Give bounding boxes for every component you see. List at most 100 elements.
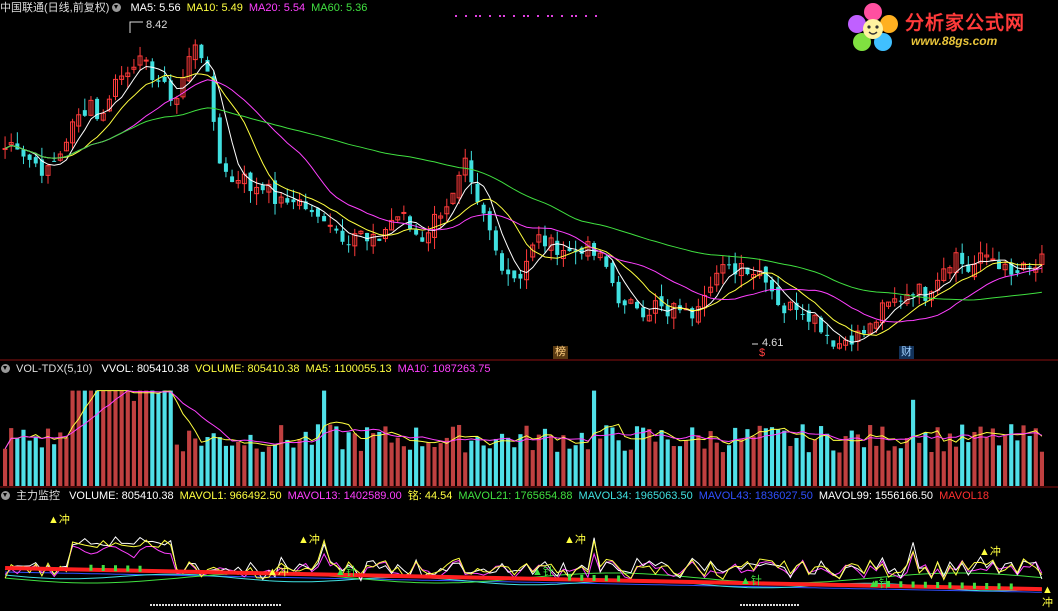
volume-bar (757, 425, 762, 486)
volume-bar (217, 437, 222, 486)
volume-bar (990, 428, 995, 486)
candle-body (984, 254, 990, 258)
candle-body (542, 235, 547, 247)
candle-body (8, 142, 14, 146)
volume-bar (634, 426, 640, 486)
flow-tick (580, 574, 584, 581)
volume-bar (383, 426, 388, 486)
candle-body (248, 172, 253, 192)
candle-body (420, 237, 425, 242)
candle-body (137, 55, 143, 66)
candle-body (487, 211, 492, 231)
volume-bars (3, 390, 1044, 486)
volume-indicators: VVOL: 805410.38 VOLUME: 805410.38 MA5: 110… (101, 363, 496, 375)
flow-tick (874, 580, 878, 587)
flow-mavol43-line (5, 571, 1042, 593)
candle-body (616, 281, 621, 304)
volume-bar (726, 445, 732, 486)
flow-tick (936, 582, 940, 588)
candle-body (273, 180, 278, 204)
candle-body (407, 216, 412, 229)
dropdown-icon[interactable] (1, 491, 10, 500)
flow-dot (755, 604, 757, 606)
volume-ma10-line (4, 390, 1043, 450)
volume-bar (223, 445, 229, 486)
volume-bar (144, 390, 149, 486)
dropdown-icon[interactable] (112, 3, 122, 12)
flow-tick (617, 575, 621, 582)
volume-bar (788, 445, 793, 486)
candle-body (708, 286, 714, 293)
event-marker[interactable]: 财 (899, 346, 914, 359)
logo-text: 分析家公式网 (905, 12, 1026, 34)
volume-bar (58, 432, 63, 486)
candle-body (450, 192, 456, 204)
volume-panel-name[interactable]: VOL-TDX(5,10) (16, 363, 93, 375)
volume-ma-lines (4, 390, 1043, 450)
volume-bar (358, 450, 363, 486)
signal-label: ▲冲 (298, 534, 320, 546)
event-marker[interactable]: 榜 (553, 346, 568, 359)
volume-bar (677, 446, 683, 486)
candle-body (597, 252, 603, 259)
flow-dot (746, 604, 748, 606)
flow-dot (267, 604, 269, 606)
volume-bar (487, 448, 492, 486)
candle-body (266, 183, 272, 193)
volume-bar (886, 450, 891, 486)
volume-bar (530, 450, 535, 486)
volume-bar (469, 440, 474, 486)
candle-body (493, 230, 498, 251)
candle-body (425, 232, 431, 244)
flow-dot (270, 604, 272, 606)
signal-small: ▲针 (335, 566, 357, 578)
ma10-line (4, 73, 1042, 336)
volume-bar (536, 434, 541, 486)
candle-body (886, 301, 892, 307)
volume-bar (39, 447, 44, 486)
dot-mark (455, 15, 457, 17)
flow-tick (89, 564, 93, 571)
candle-body (370, 233, 376, 247)
flow-indicator-2: MAVOL13: 1402589.00 (287, 490, 402, 502)
flow-dot (186, 604, 188, 606)
volume-indicator-3: MA10: 1087263.75 (397, 363, 491, 375)
candle-body (327, 224, 333, 227)
volume-bar (242, 445, 247, 486)
candle-body (567, 248, 572, 252)
volume-bar (1039, 451, 1044, 486)
volume-bar (334, 426, 339, 486)
candle-body (444, 206, 450, 215)
volume-bar (27, 440, 32, 486)
volume-bar (180, 451, 186, 486)
dot-mark (561, 15, 563, 17)
volume-bar (52, 444, 57, 486)
volume-bar (585, 449, 590, 486)
flow-indicator-5: MAVOL34: 1965063.50 (578, 490, 693, 502)
candle-body (211, 76, 216, 122)
candle-body (217, 117, 222, 164)
candle-body (892, 298, 898, 303)
candle-body (346, 244, 351, 246)
event-marker[interactable]: $ (759, 347, 766, 359)
volume-bar (33, 436, 38, 486)
stock-title[interactable]: 中国联通(日线,前复权) (0, 2, 110, 14)
price-candles (2, 39, 1045, 352)
candle-body (33, 157, 38, 164)
dropdown-icon[interactable] (1, 364, 10, 373)
flow-dot (779, 604, 781, 606)
flow-dot (168, 604, 170, 606)
flow-dot (150, 604, 152, 606)
volume-bar (972, 431, 977, 486)
volume-bar (604, 425, 609, 486)
candle-body (579, 247, 584, 254)
flow-dot (219, 604, 221, 606)
dot-mark (527, 15, 529, 17)
flow-panel-name[interactable]: 主力监控 (16, 490, 60, 502)
candle-body (898, 300, 903, 302)
candle-body (812, 314, 818, 324)
candle-body (309, 209, 314, 213)
flow-dot (776, 604, 778, 606)
flow-mavol1-line (4, 538, 1043, 581)
